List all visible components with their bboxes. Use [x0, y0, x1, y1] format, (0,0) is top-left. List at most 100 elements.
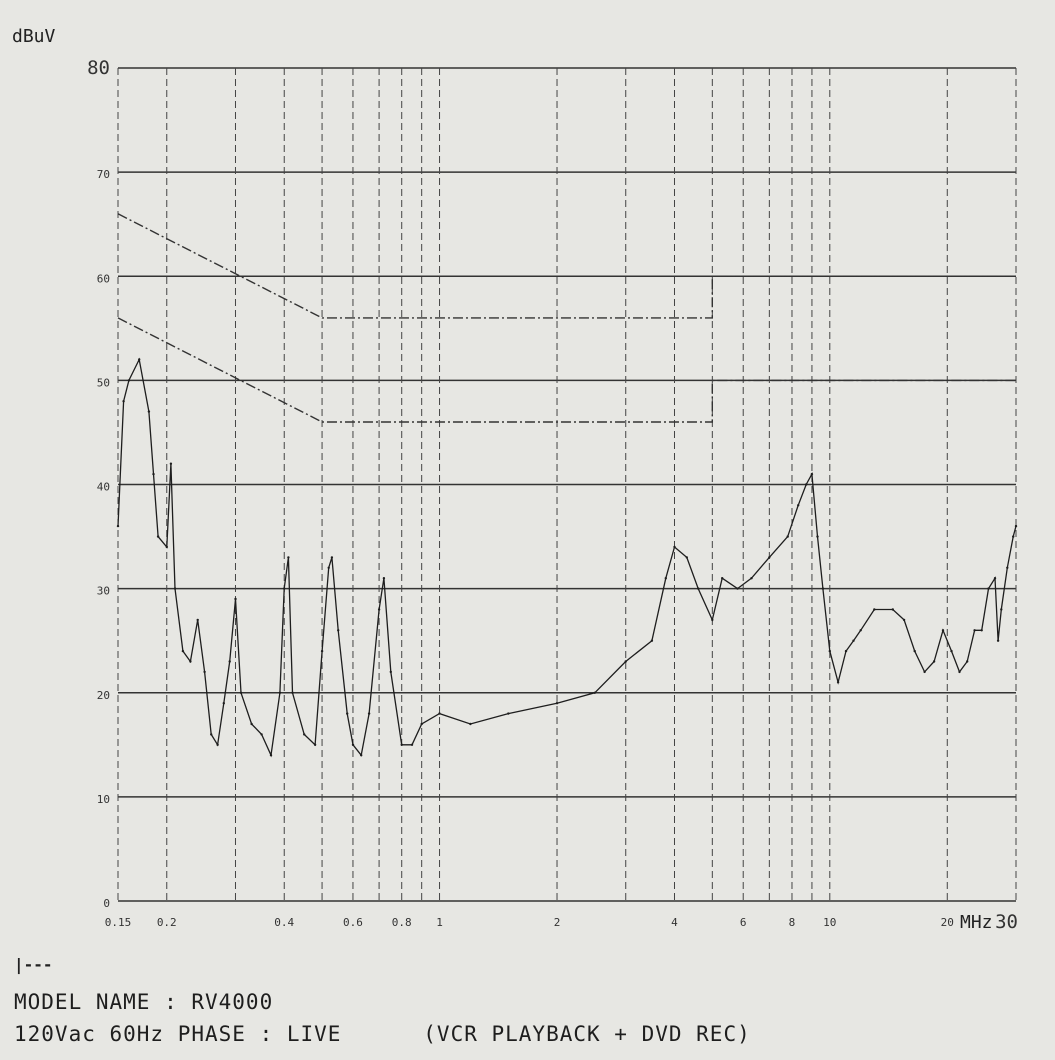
data-point: [650, 639, 654, 642]
data-point: [697, 587, 700, 590]
data-point: [750, 577, 753, 580]
data-point: [147, 410, 151, 413]
data-point: [966, 660, 969, 663]
data-point: [138, 358, 141, 361]
limit-lines: [117, 213, 1016, 423]
data-point: [165, 545, 168, 549]
data-point: [196, 618, 199, 622]
x-tick-label: 10: [823, 916, 836, 929]
y-tick-label: 30: [97, 585, 110, 598]
data-point: [1006, 566, 1009, 569]
limit-line: [117, 317, 1016, 423]
x-tick-label: 20: [941, 916, 954, 929]
x-axis-label: MHz: [960, 912, 993, 933]
legend-marker: |---: [14, 955, 53, 974]
data-point: [351, 743, 355, 746]
data-point: [169, 462, 173, 465]
data-point: [721, 577, 724, 580]
data-point: [973, 629, 976, 632]
data-point: [805, 483, 808, 486]
data-point: [816, 535, 819, 538]
data-point: [291, 691, 294, 694]
x-tick-label: 2: [554, 916, 561, 929]
data-point: [624, 660, 627, 663]
data-point: [360, 754, 363, 757]
x-tick-label: 0.15: [105, 916, 132, 929]
y-tick-label: 80: [87, 57, 110, 79]
y-tick-label: 10: [97, 793, 110, 806]
x-tick-label: 0.6: [343, 916, 363, 929]
data-point: [555, 702, 559, 705]
data-point: [173, 587, 177, 590]
power-phase-text: 120Vac 60Hz PHASE : LIVE (VCR PLAYBACK +…: [14, 1022, 751, 1046]
data-point: [330, 556, 334, 559]
x-tick-label: 0.2: [157, 916, 177, 929]
data-point: [228, 660, 231, 663]
data-point: [844, 649, 848, 653]
data-point: [346, 712, 349, 715]
data-point: [469, 722, 472, 726]
data-point: [768, 556, 771, 559]
data-point: [389, 670, 392, 674]
y-tick-label: 0: [103, 897, 110, 910]
data-point: [260, 733, 263, 736]
data-point: [337, 629, 340, 632]
data-point: [664, 577, 667, 580]
data-point: [250, 722, 253, 726]
data-point: [122, 400, 125, 403]
data-point: [873, 608, 876, 611]
y-tick-label: 40: [97, 481, 110, 494]
data-point: [377, 608, 381, 611]
x-tick-label: 0.8: [392, 916, 412, 929]
data-point: [239, 691, 243, 694]
data-point: [958, 670, 961, 674]
data-point: [313, 743, 317, 746]
x-tick-label: 6: [740, 916, 747, 929]
data-point: [786, 535, 789, 538]
data-point: [367, 712, 371, 715]
data-point: [993, 577, 997, 580]
data-point: [852, 639, 855, 642]
x-tick-label: 8: [789, 916, 796, 929]
data-point: [950, 649, 953, 653]
data-point: [913, 649, 916, 653]
data-point: [278, 691, 282, 694]
data-point: [127, 379, 131, 382]
data-point: [283, 587, 286, 590]
data-point: [210, 733, 213, 736]
grid: [117, 67, 1017, 902]
data-point: [821, 587, 825, 590]
data-point: [269, 754, 273, 757]
data-point: [859, 629, 862, 632]
data-point: [987, 587, 990, 590]
data-point: [923, 670, 926, 674]
limit-line: [117, 213, 1016, 319]
y-axis-ticks: 80 70 60 50 40 30 20 10 0: [87, 57, 110, 910]
data-point: [203, 670, 206, 674]
y-tick-label: 60: [97, 272, 110, 285]
data-point: [711, 618, 714, 622]
data-point: [932, 660, 936, 663]
data-point: [797, 504, 800, 507]
data-point: [1012, 535, 1015, 538]
data-point: [420, 722, 423, 726]
data-point: [287, 556, 290, 559]
y-tick-label: 20: [97, 689, 110, 702]
data-point: [836, 681, 840, 684]
data-point: [736, 587, 739, 590]
data-point: [234, 597, 237, 601]
data-point: [216, 743, 219, 746]
y-tick-label: 50: [97, 376, 110, 389]
data-point: [810, 472, 814, 476]
x-tick-label: 0.4: [274, 916, 294, 929]
data-point: [685, 556, 688, 559]
data-point: [673, 545, 676, 549]
data-point: [828, 649, 831, 653]
data-point: [222, 702, 225, 705]
data-point: [941, 629, 945, 632]
model-name-text: MODEL NAME : RV4000: [14, 990, 274, 1014]
data-point: [438, 712, 441, 715]
x-tick-label: 4: [671, 916, 678, 929]
